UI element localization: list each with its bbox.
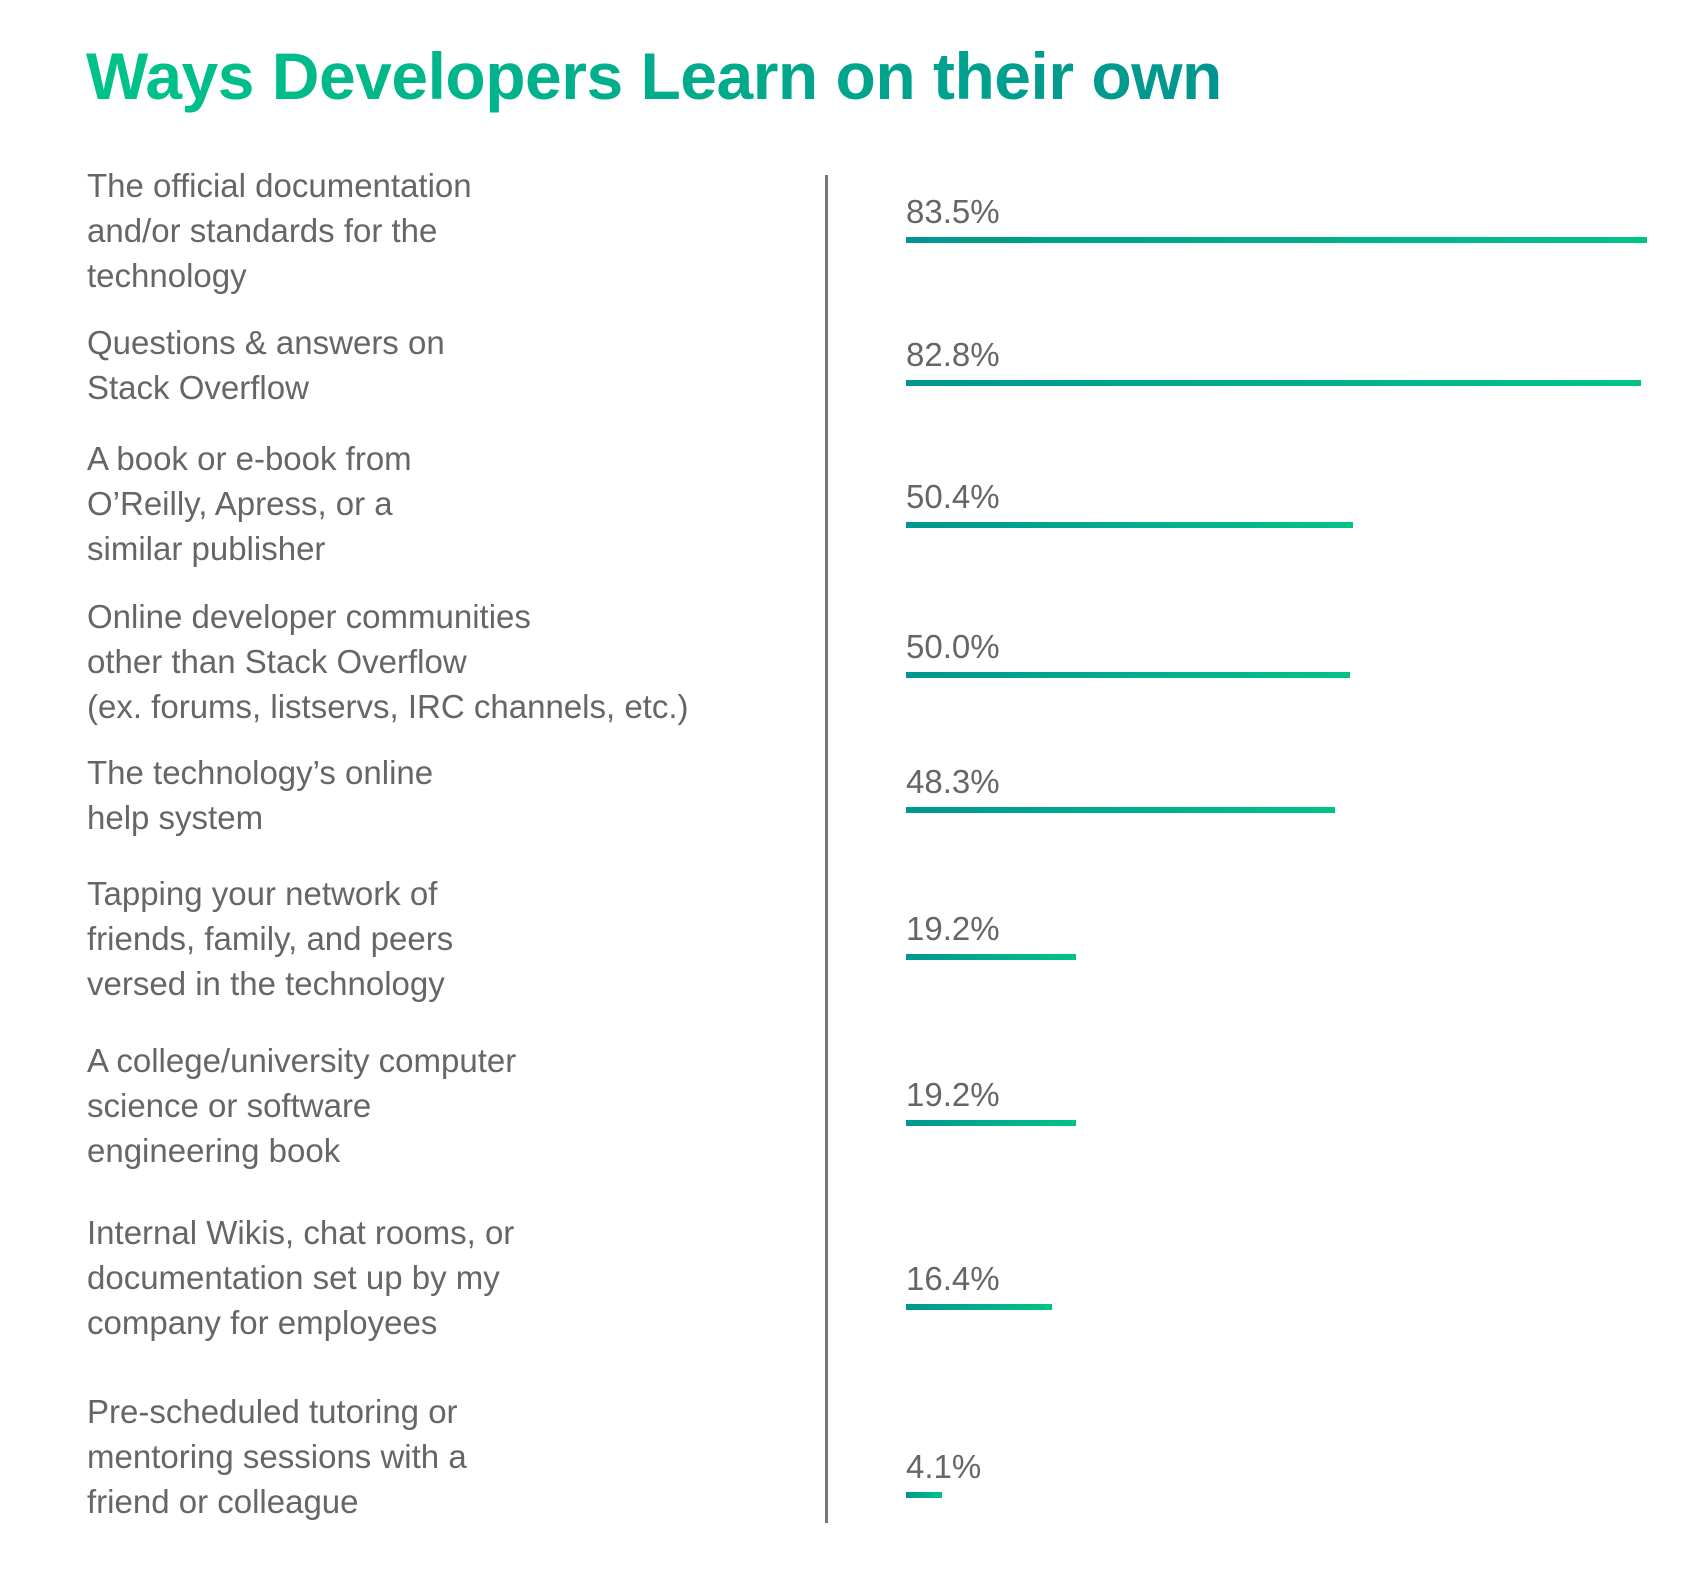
category-label: Internal Wikis, chat rooms, or documenta… bbox=[87, 1214, 515, 1341]
bar bbox=[906, 522, 1354, 528]
value-label: 50.0% bbox=[906, 628, 1000, 665]
category-label: A book or e-book from O’Reilly, Apress, … bbox=[87, 440, 412, 567]
category-label: Online developer communities other than … bbox=[87, 598, 689, 725]
chart-title: Ways Developers Learn on their own bbox=[86, 39, 1222, 113]
value-label: 4.1% bbox=[906, 1448, 982, 1485]
bar bbox=[906, 237, 1647, 243]
bar bbox=[906, 807, 1335, 813]
bar bbox=[906, 380, 1641, 386]
value-label: 83.5% bbox=[906, 193, 1000, 230]
value-label: 19.2% bbox=[906, 910, 1000, 947]
bar bbox=[906, 672, 1350, 678]
value-label: 16.4% bbox=[906, 1260, 1000, 1297]
category-label: Pre-scheduled tutoring or mentoring sess… bbox=[87, 1393, 467, 1520]
value-label: 50.4% bbox=[906, 478, 1000, 515]
category-label: Tapping your network of friends, family,… bbox=[87, 875, 454, 1002]
bar bbox=[906, 954, 1077, 960]
value-label: 48.3% bbox=[906, 763, 1000, 800]
bar bbox=[906, 1492, 943, 1498]
value-label: 19.2% bbox=[906, 1076, 1000, 1113]
category-label: A college/university computer science or… bbox=[87, 1042, 517, 1169]
category-label: Questions & answers on Stack Overflow bbox=[87, 324, 445, 406]
category-label: The technology’s online help system bbox=[87, 754, 434, 836]
axis-line bbox=[825, 175, 828, 1523]
bar bbox=[906, 1120, 1077, 1126]
category-label: The official documentation and/or standa… bbox=[87, 167, 472, 294]
value-label: 82.8% bbox=[906, 336, 1000, 373]
bar bbox=[906, 1304, 1052, 1310]
